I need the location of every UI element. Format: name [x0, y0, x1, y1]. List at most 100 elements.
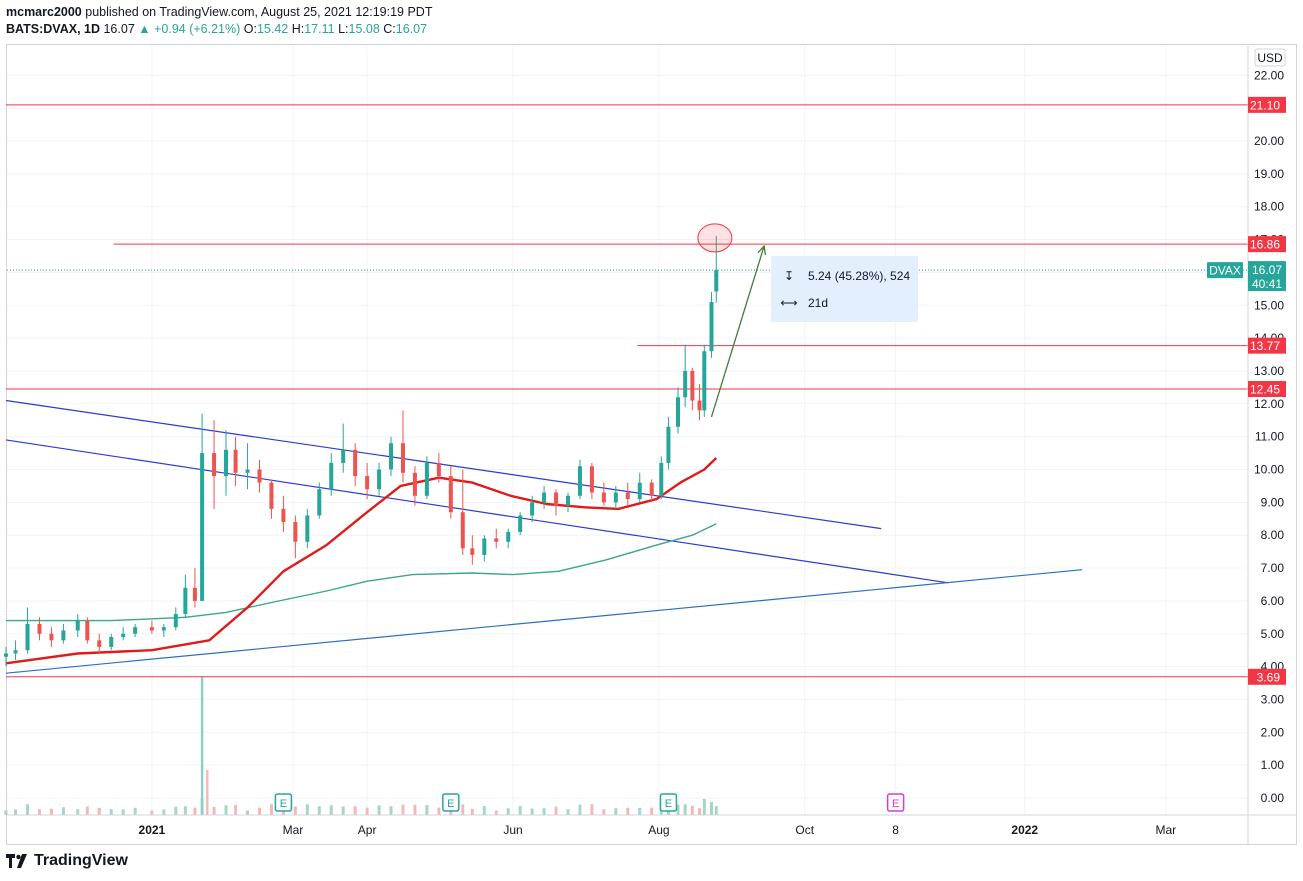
candle-body[interactable]	[13, 650, 18, 654]
candle-body[interactable]	[133, 627, 138, 634]
earnings-marker-icon[interactable]	[274, 793, 293, 812]
upper-channel-trendline[interactable]	[5, 399, 882, 530]
volume-bar	[365, 807, 369, 815]
author-name[interactable]: mcmarc2000	[6, 5, 82, 19]
candle-body[interactable]	[542, 492, 547, 503]
candle-body[interactable]	[317, 489, 322, 516]
level-price-tag	[1248, 236, 1286, 253]
candle-body[interactable]	[377, 469, 382, 490]
candle-body[interactable]	[61, 630, 66, 641]
candle-body[interactable]	[482, 538, 487, 555]
volume-bar	[174, 806, 178, 815]
candle-body[interactable]	[589, 466, 594, 493]
candle-body[interactable]	[424, 462, 429, 496]
candle-body[interactable]	[554, 492, 559, 506]
candle-body[interactable]	[470, 548, 475, 555]
candle-body[interactable]	[389, 443, 394, 470]
candle-body[interactable]	[212, 453, 217, 477]
candle-body[interactable]	[613, 492, 618, 503]
close-value: 16.07	[395, 22, 428, 36]
candle-body[interactable]	[659, 462, 664, 496]
tradingview-logo[interactable]: TradingView	[6, 852, 128, 870]
measure-box[interactable]	[771, 256, 918, 322]
candle-body[interactable]	[341, 449, 346, 463]
candle-body[interactable]	[85, 620, 90, 641]
candle-body[interactable]	[683, 370, 688, 398]
candle-body[interactable]	[233, 449, 238, 473]
candle-body[interactable]	[37, 623, 42, 634]
candle-body[interactable]	[257, 469, 262, 483]
y-tick-label: 22.00	[1254, 68, 1284, 82]
candle-body[interactable]	[448, 476, 453, 513]
x-tick-label: 8	[892, 823, 899, 837]
candle-body[interactable]	[183, 587, 188, 615]
candle-body[interactable]	[577, 466, 582, 496]
candle-body[interactable]	[192, 587, 197, 601]
candle-body[interactable]	[329, 462, 334, 490]
candle-body[interactable]	[518, 515, 523, 532]
candle-body[interactable]	[530, 502, 535, 516]
candle-body[interactable]	[676, 397, 681, 427]
candle-body[interactable]	[494, 538, 499, 542]
candle-body[interactable]	[637, 482, 642, 500]
volume-bar	[482, 806, 486, 815]
candle-body[interactable]	[305, 515, 310, 542]
volume-bar	[566, 809, 570, 815]
slow-moving-average-line[interactable]	[6, 523, 717, 622]
candle-body[interactable]	[25, 623, 30, 651]
candle-body[interactable]	[245, 469, 250, 473]
volume-bar	[702, 799, 706, 815]
x-tick-label: 2022	[1011, 823, 1038, 837]
candle-body[interactable]	[149, 627, 154, 631]
y-tick-label: 10.00	[1254, 463, 1284, 477]
candle-body[interactable]	[4, 653, 8, 657]
candle-body[interactable]	[173, 614, 178, 628]
candle-body[interactable]	[353, 449, 358, 477]
candle-body[interactable]	[702, 351, 707, 411]
volume-bar	[246, 810, 250, 815]
candle-body[interactable]	[714, 270, 719, 292]
candle-body[interactable]	[709, 301, 714, 352]
candle-body[interactable]	[121, 633, 126, 638]
candle-body[interactable]	[293, 522, 298, 542]
candle-body[interactable]	[97, 640, 102, 647]
close-label: C:	[383, 22, 396, 36]
earnings-marker-icon[interactable]	[659, 793, 678, 812]
level-price-tag	[1248, 96, 1286, 113]
candle-body[interactable]	[666, 426, 671, 463]
candle-body[interactable]	[506, 531, 511, 542]
candle-body[interactable]	[565, 495, 570, 506]
volume-bar	[709, 802, 713, 815]
earnings-marker-icon[interactable]	[886, 793, 905, 812]
volume-bar	[317, 806, 321, 815]
candle-body[interactable]	[460, 512, 465, 549]
lower-channel-trendline[interactable]	[5, 439, 949, 584]
currency-box[interactable]	[1254, 48, 1286, 67]
projection-arrow[interactable]	[710, 245, 765, 418]
support-trendline[interactable]	[5, 569, 1083, 674]
candle-body[interactable]	[436, 462, 441, 477]
candle-body[interactable]	[690, 370, 695, 401]
candle-body[interactable]	[400, 443, 405, 473]
candle-body[interactable]	[109, 637, 114, 647]
candle-body[interactable]	[625, 492, 630, 500]
candle-body[interactable]	[412, 472, 417, 496]
level-price-label: 16.86	[1250, 238, 1280, 252]
highlight-circle[interactable]	[697, 223, 733, 253]
volume-bar	[162, 809, 166, 815]
candle-body[interactable]	[269, 482, 274, 509]
candle-body[interactable]	[281, 508, 286, 523]
candle-body[interactable]	[200, 453, 205, 601]
candle-body[interactable]	[161, 627, 166, 631]
candle-body[interactable]	[75, 620, 80, 631]
candle-body[interactable]	[601, 492, 606, 503]
chart-frame[interactable]	[6, 44, 1297, 845]
candle-body[interactable]	[697, 400, 702, 411]
candle-body[interactable]	[224, 449, 229, 477]
candle-body[interactable]	[649, 482, 654, 496]
earnings-marker-icon[interactable]	[442, 793, 460, 812]
y-tick-label: 15.00	[1254, 298, 1284, 312]
candle-body[interactable]	[49, 633, 54, 641]
candle-body[interactable]	[365, 476, 370, 490]
